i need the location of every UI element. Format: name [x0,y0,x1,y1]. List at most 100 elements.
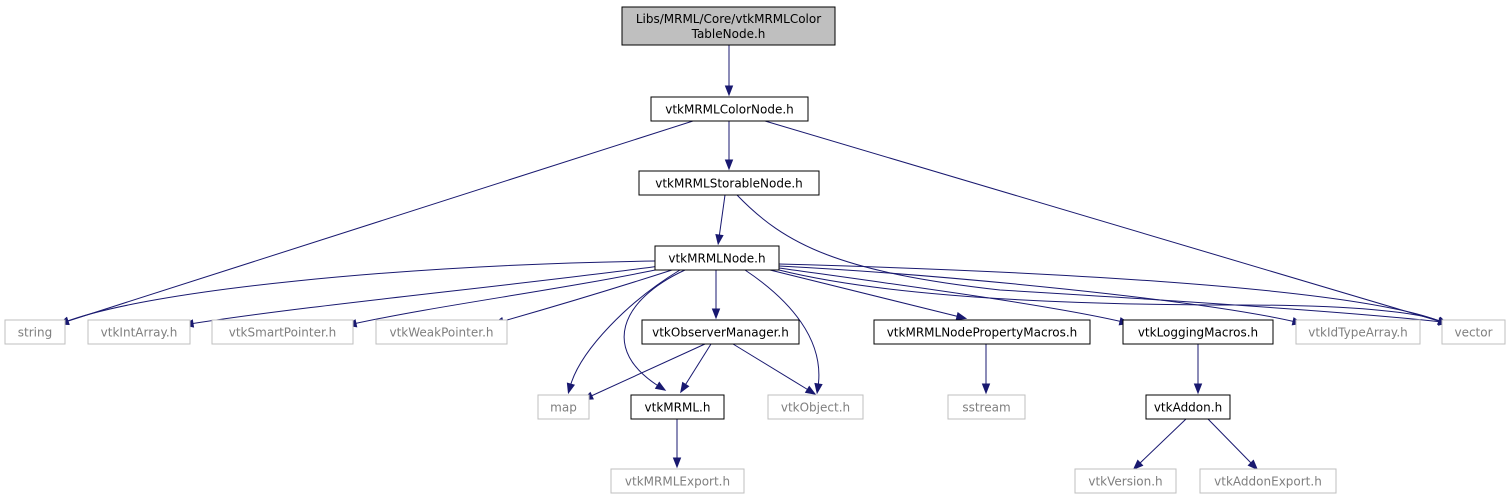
node-string-label-0: string [18,326,52,340]
node-addon[interactable]: vtkAddon.h [1145,394,1231,420]
arrowhead-mrmlh-to-export [672,457,682,469]
edge-mrmlnode-to-mrmlh [623,269,686,388]
node-string: string [4,319,66,345]
edge-observer-to-map [588,343,706,398]
edge-mrmlnode-to-object [744,269,820,388]
node-addonexport: vtkAddonExport.h [1199,468,1337,494]
node-smartptr-box [211,319,354,345]
node-observer[interactable]: vtkObserverManager.h [641,319,800,345]
node-string-box [4,319,66,345]
node-vector-label-0: vector [1454,326,1492,340]
edge-mrmlnode-to-smartptr [352,267,666,325]
node-observer-label-0: vtkObserverManager.h [652,326,789,340]
node-root-label-0: Libs/MRML/Core/vtkMRMLColor [636,12,821,26]
node-object-label-0: vtkObject.h [781,401,850,415]
node-observer-box [641,319,800,345]
node-vector-box [1441,319,1506,345]
edge-mrmlnode-to-vector2 [778,269,1443,323]
node-propmacros-box [873,319,1091,345]
node-logging[interactable]: vtkLoggingMacros.h [1122,319,1274,345]
edge-mrmlnode-to-map [569,269,681,388]
arrowhead-mrmlnode-to-observer [711,308,721,320]
node-propmacros-label-0: vtkMRMLNodePropertyMacros.h [887,326,1078,340]
node-colornode[interactable]: vtkMRMLColorNode.h [650,96,809,122]
arrowhead-mrmlnode-to-object [814,382,823,395]
node-version-box [1074,468,1177,494]
node-intarray-box [87,319,191,345]
node-mrmlh-label-0: vtkMRML.h [645,401,711,415]
node-idtype: vtkIdTypeArray.h [1295,319,1421,345]
edge-colornode-to-vector [764,120,1443,323]
node-propmacros[interactable]: vtkMRMLNodePropertyMacros.h [873,319,1091,345]
node-export-box [610,468,745,494]
edge-mrmlnode-to-idtype [778,265,1297,323]
node-mrmlnode-box [654,245,780,271]
node-addonexport-box [1199,468,1337,494]
arrowhead-propmacros-to-sstream [981,383,991,395]
node-map: map [537,394,590,420]
edge-observer-to-object [732,343,811,392]
edge-observer-to-mrmlh [683,343,712,388]
node-weakptr-label-0: vtkWeakPointer.h [389,326,493,340]
node-object-box [767,394,864,420]
node-logging-label-0: vtkLoggingMacros.h [1138,326,1258,340]
node-smartptr: vtkSmartPointer.h [211,319,354,345]
node-logging-box [1122,319,1274,345]
arrowhead-addon-to-version [1132,459,1144,471]
edge-addon-to-version [1137,418,1187,466]
edge-mrmlnode-to-string [64,260,656,323]
node-sstream: sstream [947,394,1026,420]
node-mrmlh[interactable]: vtkMRML.h [630,394,725,420]
arrowhead-observer-to-object [804,385,817,395]
arrowhead-root-to-colornode [724,85,734,97]
node-colornode-box [650,96,809,122]
node-intarray-label-0: vtkIntArray.h [101,326,178,340]
edge-mrmlnode-to-propmacros [769,269,961,318]
node-sstream-label-0: sstream [962,401,1010,415]
node-idtype-label-0: vtkIdTypeArray.h [1308,326,1408,340]
node-map-box [537,394,590,420]
node-storable-label-0: vtkMRMLStorableNode.h [655,177,803,191]
node-addon-box [1145,394,1231,420]
arrowhead-logging-to-addon [1193,383,1203,395]
edge-colornode-to-string [64,120,694,323]
node-object: vtkObject.h [767,394,864,420]
arrowhead-mrmlnode-to-propmacros [955,312,968,321]
arrowhead-addon-to-addonexport [1247,459,1259,471]
edge-addon-to-addonexport [1207,418,1254,466]
node-storable-box [638,170,820,196]
arrowhead-colornode-to-storable [724,159,734,171]
node-mrmlh-box [630,394,725,420]
edge-storable-to-mrmlnode [718,194,726,239]
node-sstream-box [947,394,1026,420]
edge-mrmlnode-to-intarray [189,265,661,325]
node-intarray: vtkIntArray.h [87,319,191,345]
node-smartptr-label-0: vtkSmartPointer.h [229,326,336,340]
arrowhead-storable-to-mrmlnode [715,233,724,246]
node-colornode-label-0: vtkMRMLColorNode.h [665,103,794,117]
edge-mrmlnode-to-vector [778,263,1443,323]
node-addonexport-label-0: vtkAddonExport.h [1214,475,1322,489]
edge-mrmlnode-to-logging [778,267,1124,323]
node-weakptr-box [375,319,508,345]
edge-storable-to-vector [736,194,1443,323]
node-storable[interactable]: vtkMRMLStorableNode.h [638,170,820,196]
node-version-label-0: vtkVersion.h [1088,475,1162,489]
node-root-box [621,6,836,46]
arrowhead-mrmlnode-to-mrmlh [654,381,667,391]
node-mrmlnode-label-0: vtkMRMLNode.h [668,252,765,266]
node-version: vtkVersion.h [1074,468,1177,494]
arrowhead-mrmlnode-to-map [566,382,575,395]
node-addon-label-0: vtkAddon.h [1154,401,1222,415]
node-export-label-0: vtkMRMLExport.h [625,475,730,489]
node-idtype-box [1295,319,1421,345]
node-weakptr: vtkWeakPointer.h [375,319,508,345]
node-mrmlnode[interactable]: vtkMRMLNode.h [654,245,780,271]
node-export: vtkMRMLExport.h [610,468,745,494]
node-vector: vector [1441,319,1506,345]
arrowhead-observer-to-mrmlh [680,381,690,394]
node-root-label-1: TableNode.h [691,27,766,41]
